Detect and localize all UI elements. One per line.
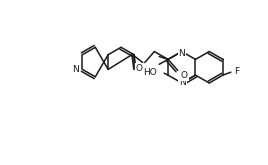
Text: N: N [178,49,185,58]
Text: O: O [136,64,143,73]
Text: HO: HO [143,68,157,77]
Text: F: F [234,67,239,76]
Text: N: N [72,65,79,74]
Text: N: N [179,78,186,86]
Text: O: O [181,71,188,80]
